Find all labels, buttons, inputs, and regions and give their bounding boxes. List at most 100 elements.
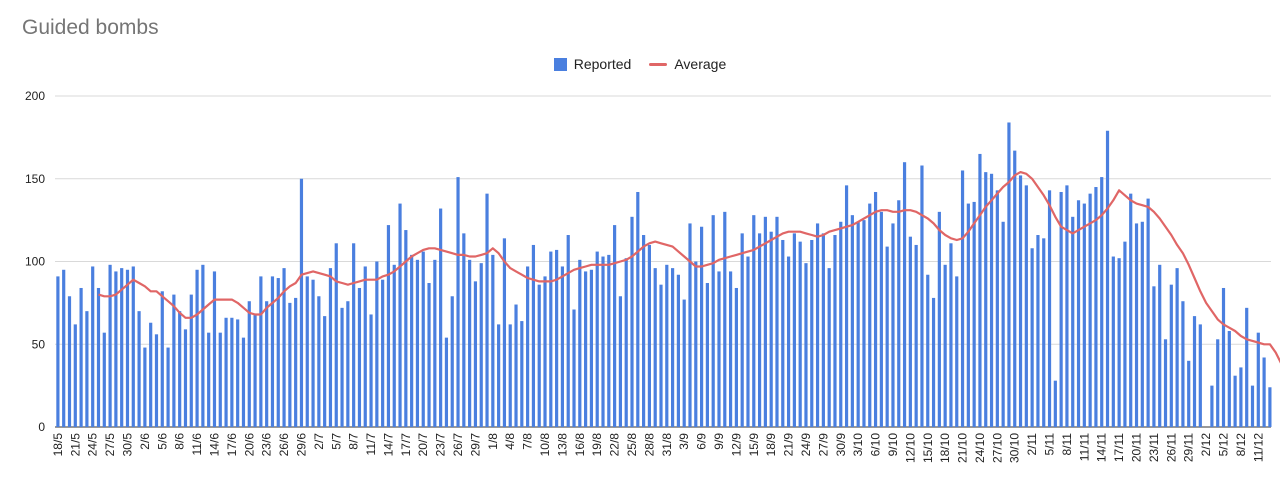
bar-reported[interactable] — [497, 324, 501, 427]
bar-reported[interactable] — [1198, 324, 1202, 427]
bar-reported[interactable] — [920, 165, 924, 427]
bar-reported[interactable] — [1105, 130, 1110, 427]
bar-reported[interactable] — [578, 259, 582, 427]
bar-reported[interactable] — [207, 332, 211, 427]
bar-reported[interactable] — [752, 215, 756, 427]
bar-reported[interactable] — [1042, 238, 1046, 427]
bar-reported[interactable] — [589, 269, 594, 427]
bar-reported[interactable] — [230, 317, 234, 427]
bar-reported[interactable] — [566, 235, 570, 427]
bar-reported[interactable] — [62, 269, 66, 427]
bar-reported[interactable] — [943, 264, 947, 427]
bar-reported[interactable] — [949, 243, 953, 427]
legend-item-reported[interactable]: Reported — [553, 56, 631, 72]
bar-reported[interactable] — [1065, 185, 1069, 427]
bar-reported[interactable] — [439, 208, 443, 427]
bar-reported[interactable] — [572, 309, 576, 427]
bar-reported[interactable] — [955, 276, 959, 427]
bar-reported[interactable] — [659, 284, 663, 427]
bar-reported[interactable] — [1100, 177, 1104, 427]
bar-reported[interactable] — [624, 258, 628, 427]
bar-reported[interactable] — [96, 287, 101, 427]
bar-reported[interactable] — [352, 243, 356, 427]
bar-reported[interactable] — [363, 266, 367, 427]
bar-reported[interactable] — [885, 246, 889, 427]
bar-reported[interactable] — [879, 211, 883, 427]
bar-reported[interactable] — [1163, 339, 1168, 427]
bar-reported[interactable] — [1216, 339, 1220, 427]
bar-reported[interactable] — [317, 296, 321, 427]
bar-reported[interactable] — [555, 249, 559, 427]
bar-reported[interactable] — [804, 263, 808, 427]
bar-reported[interactable] — [131, 266, 135, 427]
bar-reported[interactable] — [259, 276, 263, 427]
bar-reported[interactable] — [450, 296, 454, 427]
bar-reported[interactable] — [1158, 264, 1162, 427]
bar-reported[interactable] — [1076, 200, 1081, 427]
bar-reported[interactable] — [102, 332, 106, 427]
bar-reported[interactable] — [815, 223, 820, 427]
bar-reported[interactable] — [897, 200, 901, 427]
bar-reported[interactable] — [154, 334, 159, 427]
bar-reported[interactable] — [1036, 235, 1040, 427]
bar-reported[interactable] — [143, 347, 147, 427]
bar-reported[interactable] — [137, 311, 141, 427]
bar-reported[interactable] — [125, 269, 130, 427]
bar-reported[interactable] — [311, 279, 315, 427]
legend-item-average[interactable]: Average — [649, 56, 726, 72]
bar-reported[interactable] — [1227, 331, 1231, 427]
bar-reported[interactable] — [1024, 185, 1028, 427]
bar-reported[interactable] — [1007, 122, 1011, 427]
bar-reported[interactable] — [79, 287, 83, 427]
bar-reported[interactable] — [734, 287, 738, 427]
bar-reported[interactable] — [421, 251, 425, 427]
bar-reported[interactable] — [149, 322, 153, 427]
bar-reported[interactable] — [781, 239, 785, 427]
bar-reported[interactable] — [1169, 284, 1173, 427]
bar-reported[interactable] — [926, 274, 930, 427]
bar-reported[interactable] — [1181, 301, 1185, 427]
bar-reported[interactable] — [241, 337, 246, 427]
bar-reported[interactable] — [699, 226, 704, 427]
bar-reported[interactable] — [1129, 193, 1133, 427]
line-average[interactable] — [98, 171, 1280, 364]
bar-reported[interactable] — [323, 316, 327, 427]
bar-reported[interactable] — [966, 203, 970, 427]
bar-reported[interactable] — [636, 191, 640, 427]
bar-reported[interactable] — [543, 276, 547, 427]
bar-reported[interactable] — [665, 264, 669, 427]
bar-reported[interactable] — [688, 223, 692, 427]
bar-reported[interactable] — [462, 233, 466, 427]
bar-reported[interactable] — [172, 294, 176, 427]
bar-reported[interactable] — [166, 347, 170, 427]
bar-reported[interactable] — [531, 244, 536, 427]
bar-reported[interactable] — [114, 271, 118, 427]
bar-reported[interactable] — [1233, 375, 1237, 427]
bar-reported[interactable] — [120, 268, 124, 427]
bar-reported[interactable] — [694, 261, 698, 428]
bar-reported[interactable] — [705, 283, 709, 427]
bar-reported[interactable] — [833, 235, 837, 427]
bar-reported[interactable] — [601, 256, 605, 427]
bar-reported[interactable] — [1239, 367, 1243, 427]
bar-reported[interactable] — [595, 251, 599, 427]
bar-reported[interactable] — [270, 276, 275, 427]
bar-reported[interactable] — [1001, 221, 1005, 427]
bar-reported[interactable] — [357, 287, 362, 427]
bar-reported[interactable] — [902, 162, 907, 427]
bar-reported[interactable] — [91, 266, 95, 427]
bar-reported[interactable] — [346, 301, 350, 427]
bar-reported[interactable] — [299, 178, 304, 427]
bar-reported[interactable] — [1221, 287, 1226, 427]
bar-reported[interactable] — [810, 239, 814, 427]
bar-reported[interactable] — [839, 221, 843, 427]
bar-reported[interactable] — [537, 284, 541, 427]
bar-reported[interactable] — [265, 301, 269, 427]
bar-reported[interactable] — [508, 324, 512, 427]
bar-reported[interactable] — [728, 271, 733, 427]
bar-reported[interactable] — [328, 268, 333, 427]
bar-reported[interactable] — [427, 283, 431, 427]
bar-reported[interactable] — [984, 172, 988, 427]
bar-reported[interactable] — [1094, 187, 1098, 427]
bar-reported[interactable] — [560, 266, 565, 427]
